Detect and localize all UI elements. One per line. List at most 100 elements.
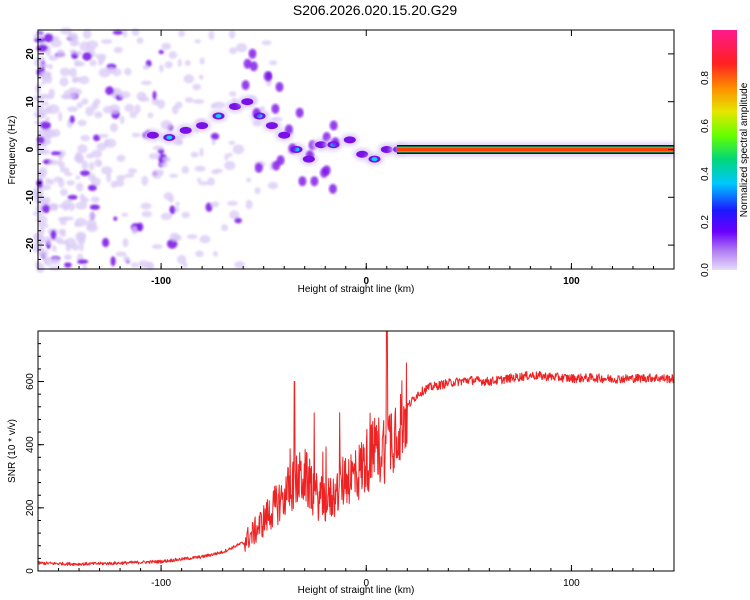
- noise-blob: [59, 67, 71, 77]
- noise-blob: [85, 219, 97, 229]
- noise-blob: [130, 262, 139, 268]
- noise-blob: [116, 174, 126, 181]
- noise-blob: [148, 153, 160, 160]
- noise-blob: [36, 263, 45, 274]
- track-core: [229, 103, 241, 110]
- noise-blob: [35, 205, 45, 213]
- spectrogram-ytick-label: 10: [25, 96, 36, 108]
- noise-blob: [64, 172, 73, 177]
- noise-blob: [122, 238, 129, 248]
- snr-xtick-label: 0: [363, 578, 369, 589]
- noise-blob: [67, 194, 78, 200]
- noise-blob: [91, 102, 99, 110]
- noise-blob: [69, 49, 77, 54]
- noise-blob: [71, 77, 80, 84]
- noise-blob: [160, 119, 172, 130]
- noise-blob: [58, 111, 63, 122]
- spectrogram-ytick-label: 20: [25, 48, 36, 60]
- noise-blob: [177, 58, 182, 68]
- noise-blob: [41, 198, 46, 206]
- noise-blob: [138, 260, 150, 268]
- snr-xtick-label: -100: [151, 578, 171, 589]
- noise-blob: [56, 49, 65, 58]
- noise-blob: [229, 47, 237, 55]
- noise-blob: [38, 227, 45, 235]
- spectrogram-ytick-label: -20: [25, 237, 36, 252]
- noise-blob: [75, 231, 87, 242]
- track-hotspot: [371, 157, 378, 162]
- noise-blob: [164, 61, 173, 69]
- track-streak: [271, 103, 280, 114]
- noise-blob: [131, 226, 138, 235]
- noise-blob: [261, 40, 272, 46]
- noise-blob: [221, 224, 229, 232]
- track-core: [146, 131, 159, 139]
- noise-blob: [124, 67, 132, 76]
- noise-blob: [245, 199, 253, 210]
- noise-blob: [48, 54, 59, 61]
- noise-blob: [112, 30, 124, 35]
- noise-blob: [208, 30, 215, 40]
- track-streak: [331, 137, 340, 148]
- noise-blob: [138, 96, 150, 102]
- noise-blob: [158, 49, 164, 55]
- track-streak: [252, 107, 261, 118]
- noise-blob: [140, 202, 152, 210]
- noise-blob: [212, 251, 218, 257]
- noise-blob: [95, 53, 107, 60]
- colorbar: 0.0 0.2 0.4 0.6 0.8 Normalized spectral ampl…: [700, 30, 750, 277]
- spectrogram-xtick-label: 0: [363, 276, 369, 287]
- noise-blob: [41, 80, 46, 86]
- noise-blob: [79, 41, 90, 52]
- noise-blob: [160, 162, 168, 168]
- noise-blob: [77, 259, 89, 265]
- figure-title: S206.2026.020.15.20.G29: [293, 2, 457, 18]
- snr-ytick-label: 0: [25, 568, 36, 574]
- track-streak: [320, 167, 329, 178]
- noise-blob: [75, 201, 88, 210]
- noise-blob: [101, 166, 113, 175]
- noise-blob: [210, 201, 220, 208]
- noise-blob: [79, 242, 84, 252]
- noise-blob: [62, 216, 75, 221]
- noise-blob: [97, 161, 103, 167]
- noise-blob: [175, 201, 180, 207]
- track-core: [315, 141, 328, 149]
- noise-blob: [168, 51, 178, 59]
- noise-blob: [93, 134, 101, 142]
- noise-blob: [113, 216, 118, 221]
- noise-blob: [194, 165, 206, 172]
- noise-blob: [229, 210, 240, 220]
- noise-blob: [39, 71, 52, 81]
- snr-xlabel: Height of straight line (km): [298, 585, 415, 596]
- track-streak: [322, 132, 331, 142]
- noise-blob: [184, 59, 191, 66]
- noise-blob: [77, 144, 88, 154]
- noise-blob: [75, 61, 85, 67]
- track-core: [343, 136, 356, 144]
- spectrogram-xtick-label: -100: [151, 276, 171, 287]
- noise-blob: [36, 44, 48, 52]
- noise-blob: [269, 60, 278, 66]
- noise-blob: [40, 121, 51, 130]
- noise-blob: [106, 172, 112, 183]
- track-core: [380, 146, 393, 153]
- drifting-track: [143, 48, 409, 194]
- noise-blob: [60, 27, 72, 35]
- track-streak: [243, 58, 252, 69]
- noise-blob: [91, 177, 101, 187]
- colorbar-tick-label: 0.6: [700, 119, 711, 133]
- noise-blob: [45, 48, 51, 57]
- noise-blob: [63, 254, 72, 261]
- noise-blob: [45, 116, 50, 122]
- snr-xtick-label: 100: [563, 578, 580, 589]
- noise-blob: [45, 106, 52, 112]
- noise-blob: [59, 218, 67, 226]
- noise-blob: [194, 39, 201, 44]
- noise-blob: [140, 80, 152, 86]
- noise-blob: [75, 182, 84, 192]
- noise-blob: [48, 159, 58, 166]
- noise-blob: [78, 75, 90, 85]
- noise-blob: [184, 97, 194, 103]
